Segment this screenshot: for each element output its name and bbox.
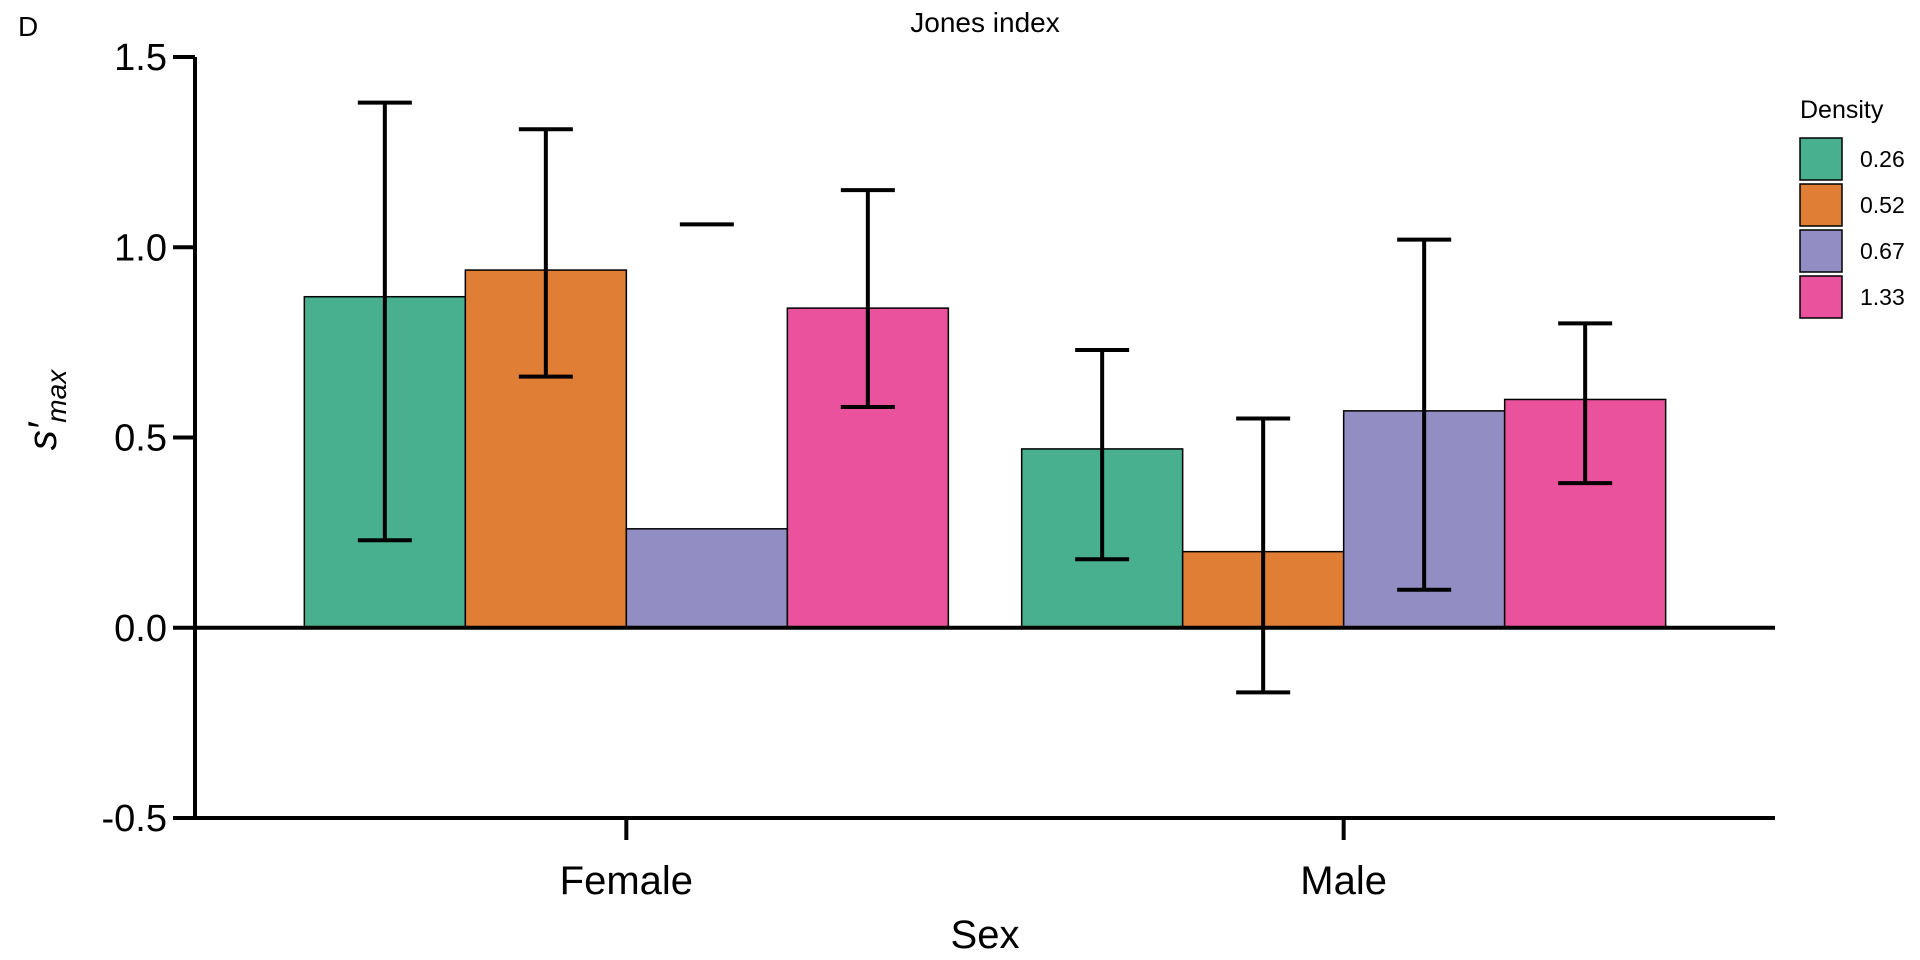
legend-swatch-1.33	[1799, 275, 1843, 319]
legend-swatch-0.26	[1799, 137, 1843, 181]
y-tick-label: 0.0	[114, 608, 167, 650]
y-tick-label: 1.0	[114, 227, 167, 269]
svg-text:s′max: s′max	[21, 369, 72, 450]
y-ticks: -0.5 0.0 0.5 1.0 1.5	[102, 37, 195, 840]
y-tick-label: 1.5	[114, 37, 167, 79]
legend-label-0.52: 0.52	[1860, 192, 1905, 218]
legend-title: Density	[1800, 96, 1884, 124]
legend-swatch-0.52	[1799, 183, 1843, 227]
y-tick-label: -0.5	[102, 798, 167, 840]
x-tick-label-male: Male	[1300, 859, 1387, 903]
y-tick-label: 0.5	[114, 418, 167, 460]
y-axis-title: s′max	[21, 369, 72, 450]
legend-label-0.67: 0.67	[1860, 238, 1905, 264]
legend-label-1.33: 1.33	[1860, 284, 1905, 310]
y-axis-title-main: s′	[21, 421, 65, 450]
bars-layer	[303, 269, 1667, 629]
chart-title: Jones index	[910, 7, 1059, 38]
x-axis-title: Sex	[951, 913, 1020, 957]
panel-label: D	[18, 11, 38, 42]
legend-items: 0.26 0.52 0.67 1.33	[1799, 137, 1905, 319]
errorbars-layer	[357, 100, 1613, 695]
bar-female-0.67	[625, 528, 789, 629]
legend-swatch-0.67	[1799, 229, 1843, 273]
legend: Density 0.26 0.52 0.67 1.33	[1799, 96, 1905, 319]
x-ticks: Female Male	[560, 818, 1387, 903]
y-axis-title-subscript: max	[41, 369, 72, 423]
legend-label-0.26: 0.26	[1860, 146, 1905, 172]
x-tick-label-female: Female	[560, 859, 693, 903]
